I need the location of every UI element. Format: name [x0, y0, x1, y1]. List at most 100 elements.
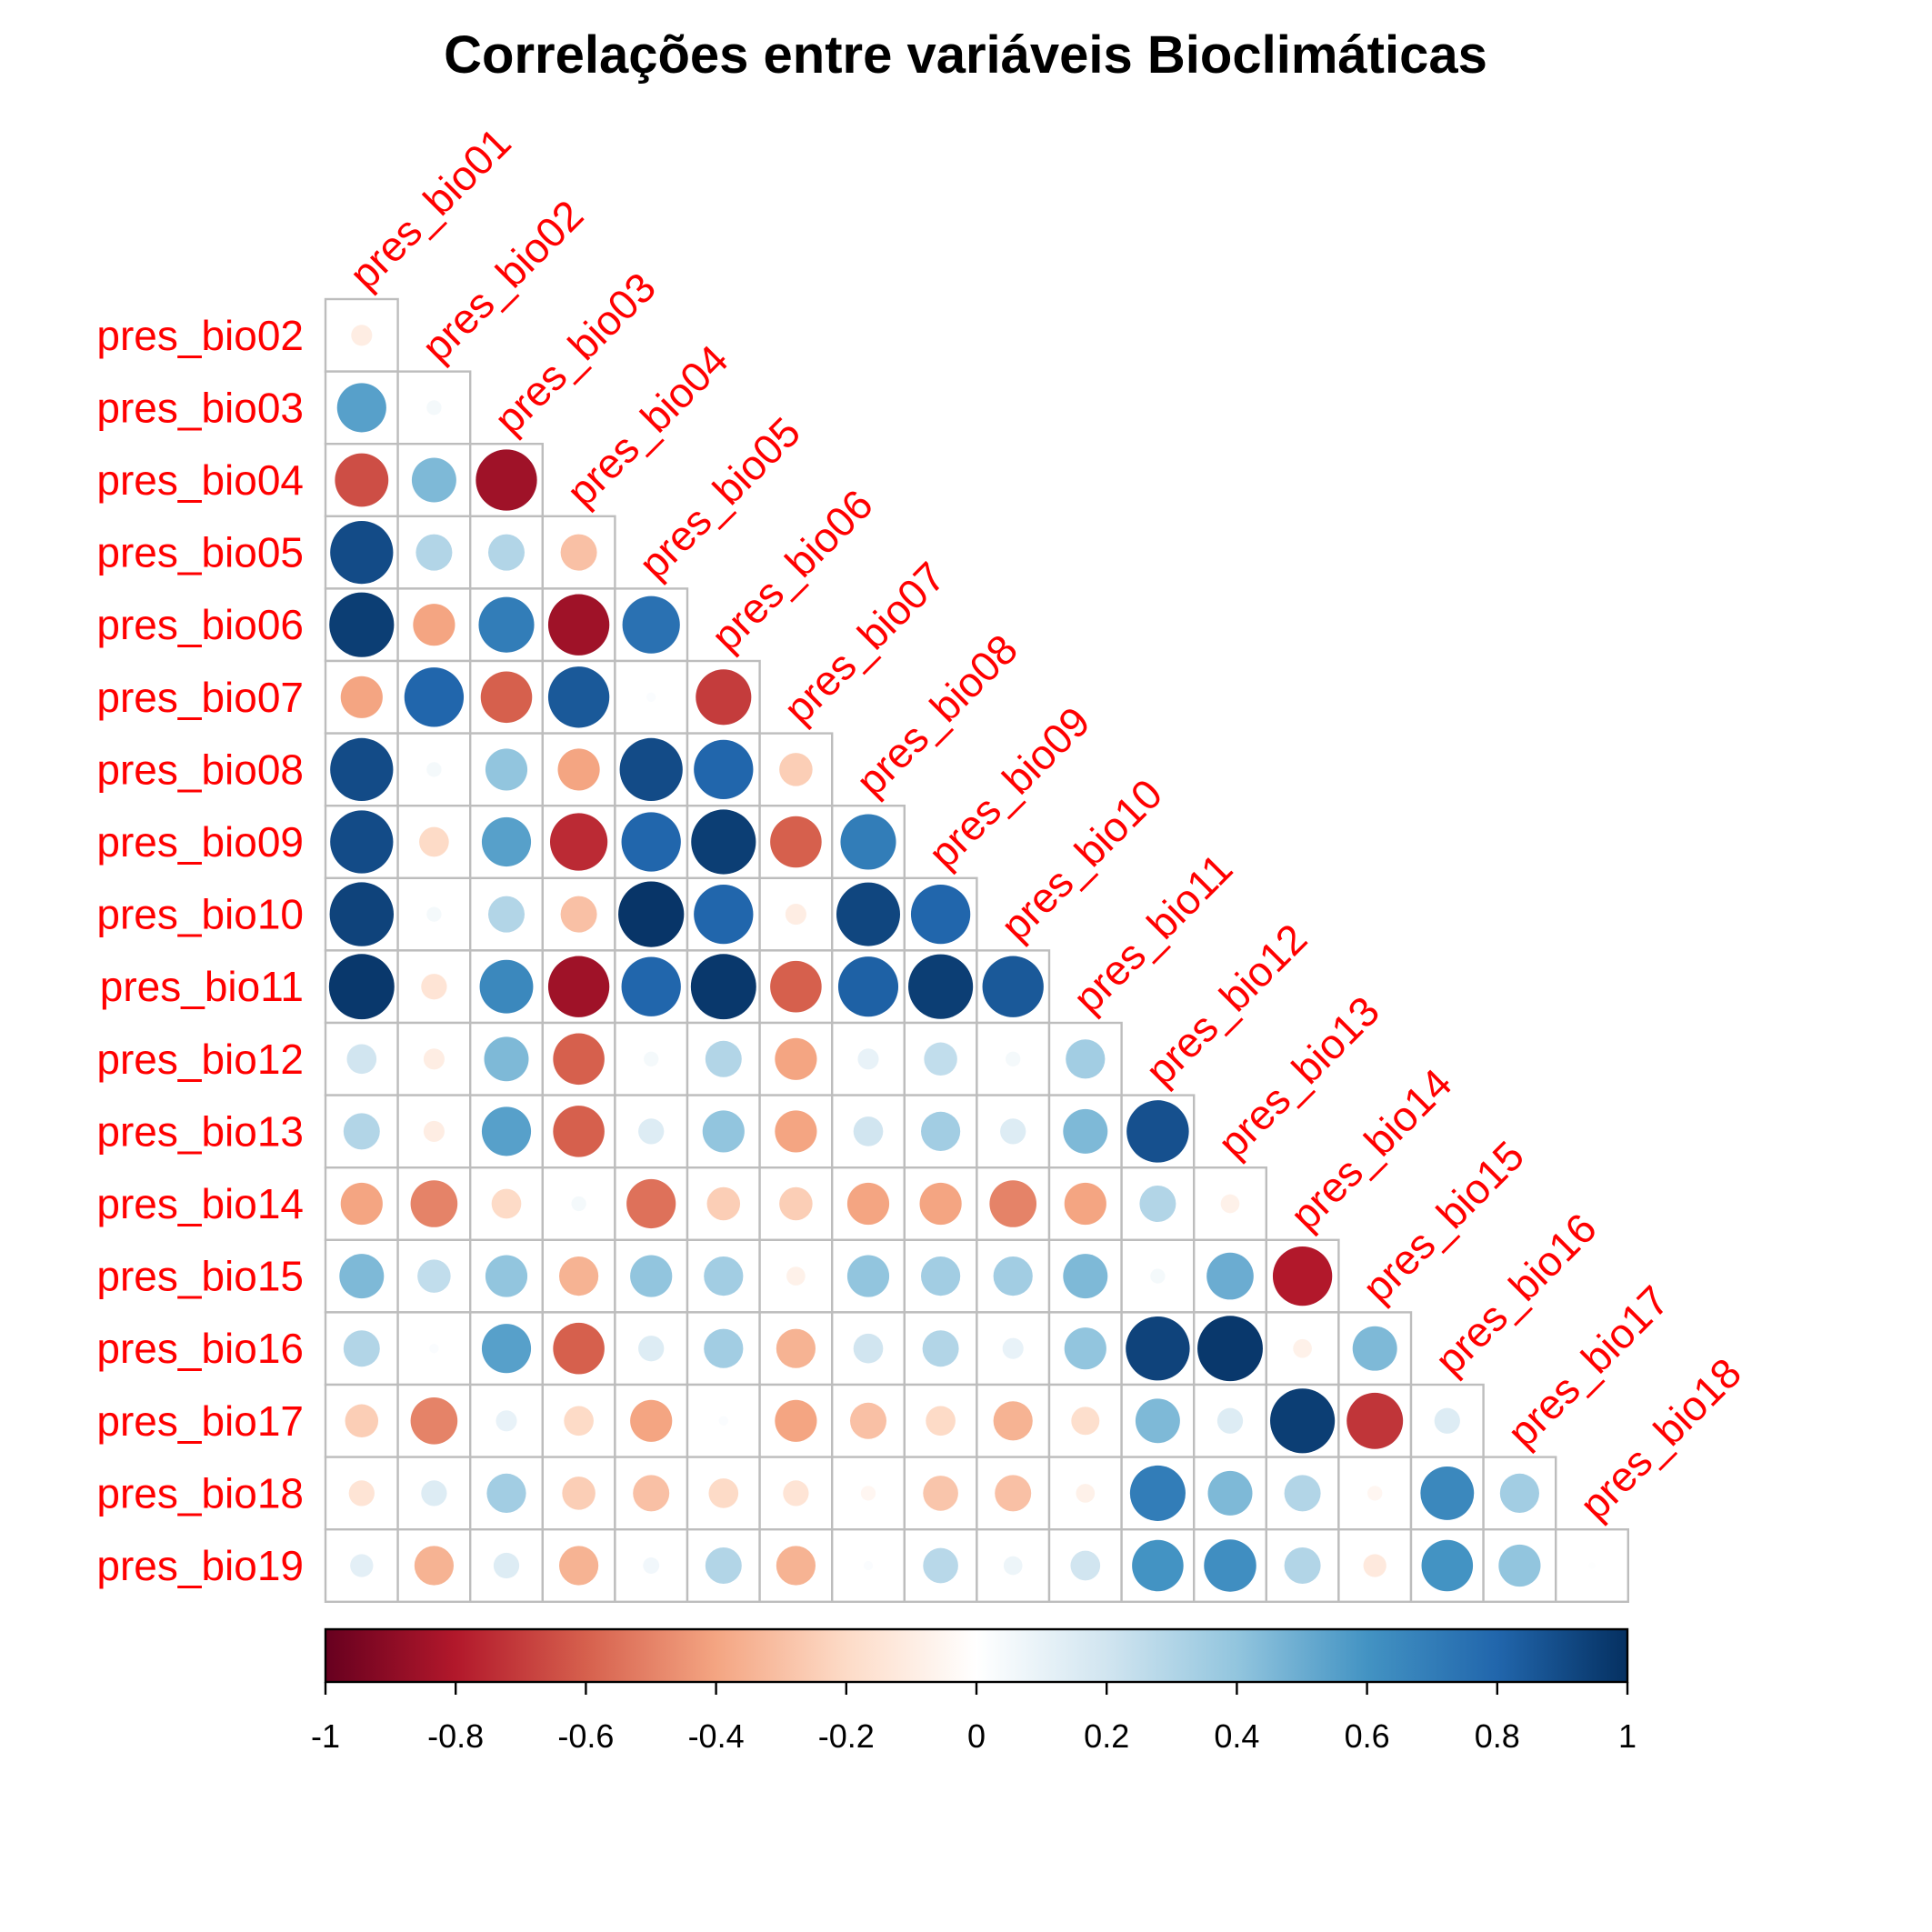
correlation-circle [783, 1480, 809, 1507]
grid-cell [1047, 1094, 1123, 1169]
correlation-circle [410, 1180, 458, 1227]
correlation-circle [410, 1396, 458, 1445]
correlation-circle [775, 1399, 817, 1442]
correlation-circle [1126, 1100, 1189, 1163]
correlation-circle [1284, 1547, 1321, 1584]
correlation-circle [549, 813, 608, 871]
correlation-circle [348, 1480, 375, 1507]
correlation-circle [1197, 1316, 1263, 1382]
correlation-circle [345, 1404, 379, 1438]
correlation-circle [481, 1324, 532, 1374]
correlation-circle [343, 1113, 380, 1150]
correlation-circle [1000, 1118, 1026, 1145]
correlation-circle [622, 596, 680, 654]
correlation-circle [329, 882, 394, 946]
correlation-circle [836, 882, 901, 946]
correlation-circle [330, 737, 394, 802]
colorbar-tick-label: -0.4 [688, 1717, 745, 1755]
correlation-circle [626, 1178, 676, 1229]
grid-cell [1047, 1527, 1123, 1603]
correlation-circle [1216, 1407, 1244, 1434]
correlation-circle [1588, 1562, 1596, 1569]
correlation-circle [1204, 1539, 1256, 1592]
correlation-circle [1220, 1194, 1240, 1214]
correlation-circle [557, 748, 600, 791]
correlation-circle [989, 1180, 1037, 1227]
correlation-circle [330, 520, 394, 585]
colorbar-gradient [324, 1627, 1629, 1684]
correlation-circle [426, 400, 442, 415]
correlation-circle [694, 884, 754, 945]
correlation-circle [630, 1399, 673, 1442]
correlation-circle [426, 906, 442, 922]
correlation-circle [775, 1110, 817, 1153]
row-label: pres_bio04 [96, 456, 304, 504]
correlation-circle [429, 1344, 439, 1354]
row-label: pres_bio14 [96, 1180, 304, 1227]
colorbar-tick-label: 0.2 [1084, 1717, 1129, 1755]
correlation-circle [1063, 1108, 1108, 1154]
colorbar-tick-label: -0.8 [427, 1717, 484, 1755]
correlation-circle [1498, 1544, 1541, 1587]
row-label: pres_bio05 [96, 529, 304, 576]
correlation-circle [421, 974, 447, 1000]
correlation-circle [1066, 1039, 1106, 1079]
correlation-circle [346, 1044, 377, 1075]
correlation-circle [694, 739, 754, 800]
correlation-circle [559, 1546, 599, 1586]
correlation-circle [560, 534, 597, 571]
correlation-circle [646, 692, 656, 702]
grid-cell [1337, 1456, 1413, 1531]
correlation-circle [481, 816, 532, 867]
correlation-circle [411, 457, 456, 503]
correlation-circle [547, 666, 610, 728]
correlation-circle [718, 1416, 728, 1426]
correlation-circle [775, 1037, 817, 1080]
correlation-circle [1352, 1326, 1397, 1371]
correlation-circle [1272, 1246, 1333, 1306]
correlation-circle [837, 956, 899, 1017]
correlation-circle [770, 960, 822, 1013]
colorbar-tick-label: 0.4 [1214, 1717, 1259, 1755]
correlation-circle [644, 1051, 659, 1066]
correlation-circle [328, 954, 395, 1020]
row-label: pres_bio18 [96, 1469, 304, 1517]
correlation-circle [404, 667, 465, 727]
correlation-circle [924, 1042, 957, 1076]
correlation-circle [547, 594, 610, 656]
correlation-circle [691, 809, 756, 875]
correlation-circle [336, 383, 386, 433]
correlation-circle [553, 1033, 605, 1086]
correlation-circle [704, 1256, 744, 1296]
correlation-circle [559, 1256, 599, 1296]
row-label: pres_bio08 [96, 746, 304, 793]
correlation-circle [1071, 1406, 1100, 1436]
correlation-circle [484, 1036, 529, 1082]
correlation-circle [705, 1547, 742, 1584]
correlation-circle [1135, 1398, 1180, 1444]
correlation-circle [423, 1048, 445, 1070]
correlation-circle [926, 1406, 956, 1436]
correlation-circle [853, 1116, 884, 1146]
grid-cell [396, 515, 472, 590]
correlation-circle [857, 1048, 879, 1070]
correlation-circle [479, 959, 534, 1014]
correlation-circle [908, 954, 974, 1019]
correlation-circle [486, 1473, 526, 1513]
row-label: pres_bio10 [96, 891, 304, 938]
correlation-circle [919, 1182, 962, 1226]
row-label: pres_bio09 [96, 818, 304, 866]
correlation-circle [779, 753, 813, 786]
correlation-circle [786, 1266, 806, 1286]
correlation-circle [1434, 1407, 1460, 1434]
correlation-circle [621, 812, 681, 872]
correlation-circle [1367, 1486, 1383, 1501]
row-label: pres_bio16 [96, 1325, 304, 1372]
correlation-circle [993, 1256, 1033, 1296]
correlation-circle [921, 1256, 961, 1296]
correlation-circle [704, 1328, 744, 1368]
correlation-circle [1063, 1254, 1108, 1299]
colorbar-tick-label: 0 [967, 1717, 986, 1755]
correlation-circle [335, 453, 389, 507]
